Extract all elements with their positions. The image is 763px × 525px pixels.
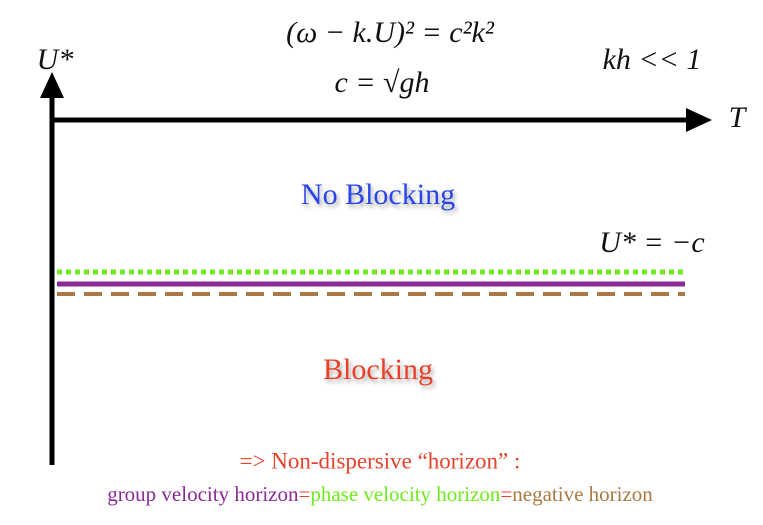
caption-line2: group velocity horizon=phase velocity ho… xyxy=(107,482,653,506)
caption-group: group velocity horizon xyxy=(107,482,299,506)
speed-equation: c = √gh xyxy=(334,66,429,99)
x-arrow xyxy=(686,108,712,132)
x-axis-label: T xyxy=(729,101,748,134)
y-axis-label: U* xyxy=(37,43,74,76)
caption-equals: = xyxy=(500,482,512,506)
condition: kh << 1 xyxy=(603,43,702,76)
caption-phase: phase velocity horizon xyxy=(310,482,501,506)
caption-line1: => Non-dispersive “horizon” : xyxy=(240,448,521,473)
caption-equals: = xyxy=(298,482,310,506)
no-blocking-label: No Blocking xyxy=(301,178,455,211)
dispersion-equation: (ω − k.U)² = c²k² xyxy=(286,16,495,49)
blocking-label: Blocking xyxy=(323,353,433,386)
y-arrow xyxy=(40,72,64,98)
caption-negative: negative horizon xyxy=(512,482,653,506)
threshold-label: U* = −c xyxy=(599,226,704,259)
